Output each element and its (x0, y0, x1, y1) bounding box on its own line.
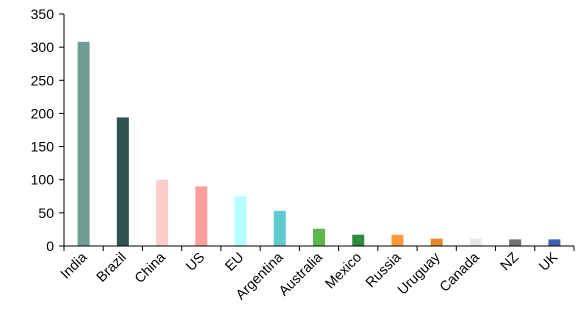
y-tick-label: 200 (31, 105, 55, 121)
y-tick-label: 0 (46, 238, 54, 254)
bar-canada (469, 238, 482, 246)
bar-uruguay (430, 238, 443, 246)
category-label: US (182, 249, 207, 274)
y-tick-label: 50 (38, 205, 54, 221)
category-label: Mexico (322, 249, 365, 292)
bar-india (77, 41, 90, 247)
category-label: NZ (497, 248, 522, 273)
bar-uk (548, 239, 561, 246)
bar-eu (234, 196, 247, 246)
y-tick-label: 350 (31, 6, 55, 22)
bar-us (195, 186, 208, 246)
category-label: UK (535, 248, 561, 274)
y-tick-label: 250 (31, 72, 55, 88)
bar-russia (391, 234, 404, 246)
bar-mexico (352, 234, 365, 246)
category-label: Brazil (93, 249, 129, 285)
category-label: India (57, 249, 90, 282)
category-label: Australia (275, 249, 325, 299)
bar-argentina (273, 210, 286, 246)
bar-nz (509, 239, 522, 246)
bar-australia (313, 228, 325, 246)
category-label: Canada (436, 249, 482, 295)
bars (77, 41, 561, 247)
x-axis: India Brazil China US EUArgentinaAustraliaMe… (57, 245, 575, 303)
category-label: Uruguay (394, 249, 443, 298)
category-label: China (131, 249, 168, 286)
y-axis: 0 50 100 150 200 250 300 350 (31, 6, 65, 254)
bar-brazil (116, 117, 129, 246)
y-tick-label: 150 (31, 139, 55, 155)
bar-china (156, 179, 169, 246)
y-tick-label: 300 (31, 39, 55, 55)
y-tick-label: 100 (31, 172, 55, 188)
category-label: EU (222, 249, 247, 274)
